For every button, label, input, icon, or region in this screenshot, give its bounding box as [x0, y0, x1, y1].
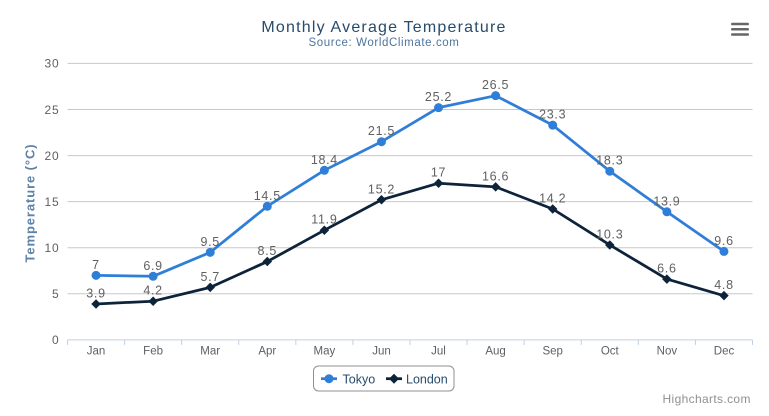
- svg-text:9.6: 9.6: [714, 234, 733, 248]
- svg-text:Source: WorldClimate.com: Source: WorldClimate.com: [309, 37, 460, 49]
- svg-text:21.5: 21.5: [368, 124, 395, 138]
- svg-text:London: London: [406, 373, 448, 387]
- svg-text:3.9: 3.9: [86, 287, 105, 301]
- svg-text:16.6: 16.6: [482, 169, 509, 183]
- svg-text:14.2: 14.2: [539, 192, 566, 206]
- svg-text:4.8: 4.8: [714, 278, 733, 292]
- svg-text:Monthly Average Temperature: Monthly Average Temperature: [261, 19, 506, 36]
- svg-text:4.2: 4.2: [143, 284, 162, 298]
- svg-text:23.3: 23.3: [539, 108, 566, 122]
- svg-text:Jun: Jun: [372, 346, 391, 358]
- svg-text:Temperature (°C): Temperature (°C): [23, 143, 38, 262]
- svg-text:Highcharts.com: Highcharts.com: [663, 392, 751, 406]
- svg-text:8.5: 8.5: [258, 244, 277, 258]
- svg-text:15: 15: [45, 195, 60, 209]
- svg-text:25: 25: [45, 103, 60, 117]
- svg-text:Oct: Oct: [601, 346, 620, 358]
- svg-text:5.7: 5.7: [200, 270, 219, 284]
- svg-text:25.2: 25.2: [425, 90, 452, 104]
- svg-text:Jul: Jul: [431, 346, 446, 358]
- svg-text:17: 17: [431, 166, 446, 180]
- svg-text:9.5: 9.5: [200, 235, 219, 249]
- svg-text:Dec: Dec: [714, 346, 735, 358]
- svg-text:Tokyo: Tokyo: [343, 373, 376, 387]
- svg-text:May: May: [314, 346, 336, 358]
- svg-text:Aug: Aug: [485, 346, 505, 358]
- svg-text:6.9: 6.9: [143, 259, 162, 273]
- svg-text:Feb: Feb: [143, 346, 163, 358]
- svg-text:6.6: 6.6: [657, 262, 676, 276]
- svg-text:10.3: 10.3: [596, 228, 623, 242]
- svg-text:Apr: Apr: [258, 346, 276, 358]
- svg-text:Mar: Mar: [200, 346, 220, 358]
- svg-text:11.9: 11.9: [311, 213, 337, 227]
- svg-text:18.4: 18.4: [311, 153, 338, 167]
- svg-text:18.3: 18.3: [596, 154, 623, 168]
- svg-text:Jan: Jan: [87, 346, 106, 358]
- svg-text:14.5: 14.5: [254, 189, 281, 203]
- svg-text:5: 5: [52, 287, 59, 301]
- svg-text:Sep: Sep: [542, 346, 562, 358]
- svg-text:0: 0: [52, 333, 59, 347]
- svg-text:Nov: Nov: [657, 346, 678, 358]
- svg-text:13.9: 13.9: [653, 194, 680, 208]
- svg-text:7: 7: [92, 258, 100, 272]
- svg-text:10: 10: [45, 241, 60, 255]
- svg-text:15.2: 15.2: [368, 182, 395, 196]
- svg-text:30: 30: [45, 57, 60, 71]
- svg-text:26.5: 26.5: [482, 78, 509, 92]
- svg-text:20: 20: [45, 149, 60, 163]
